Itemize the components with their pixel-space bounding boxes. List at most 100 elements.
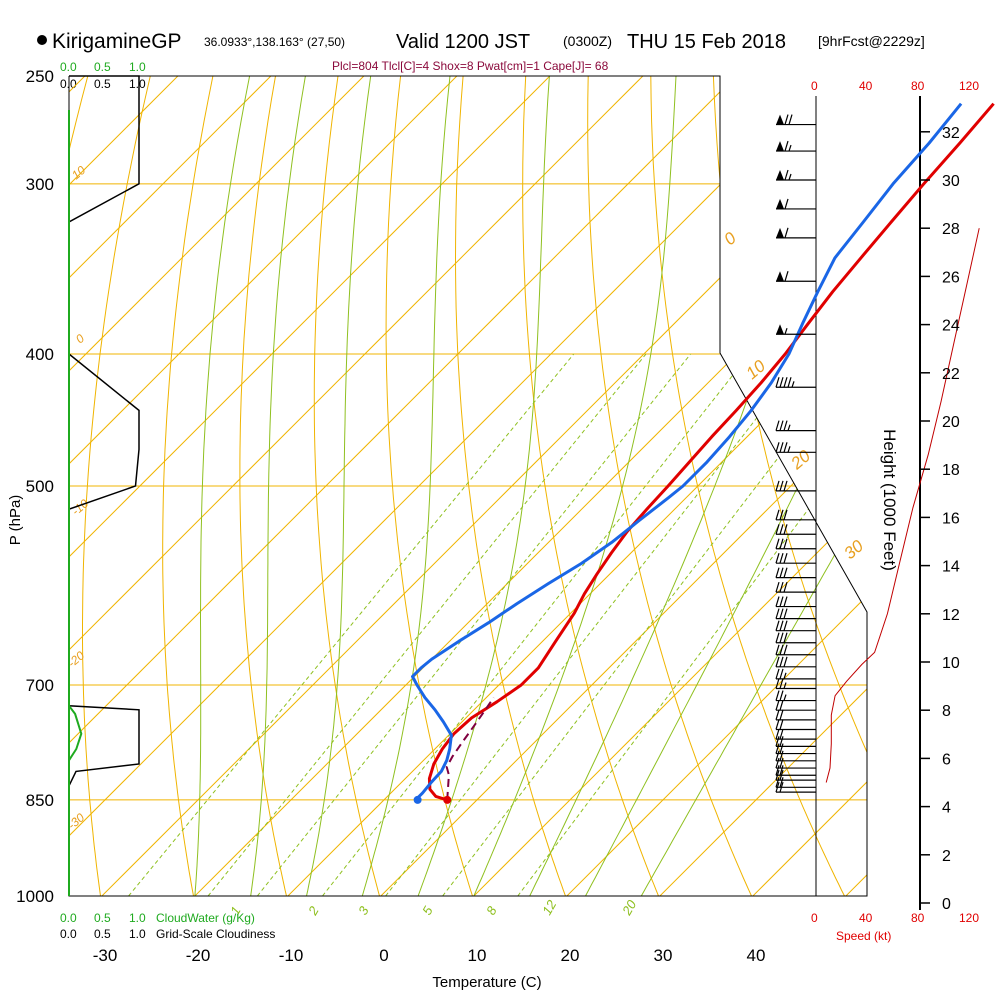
height-tick-label: 6 bbox=[942, 751, 951, 768]
wind-barb-pennant bbox=[776, 271, 784, 282]
pressure-tick-label: 1000 bbox=[16, 887, 54, 906]
dry-adiabat bbox=[162, 76, 244, 896]
wind-barb-flag bbox=[775, 420, 780, 431]
surface-temperature-dot bbox=[443, 795, 452, 804]
wind-barb-pennant bbox=[776, 114, 784, 125]
temperature-tick-label: -30 bbox=[93, 946, 118, 965]
wind-barb-flag bbox=[783, 420, 788, 431]
temperature-tick-label: 20 bbox=[561, 946, 580, 965]
isotherm-line bbox=[69, 76, 551, 896]
x-axis-title: Temperature (C) bbox=[432, 974, 541, 991]
cloudiness-top-ticks: 0.0 0.5 1.0 bbox=[60, 77, 146, 91]
mixing-ratio-label: 12 bbox=[539, 897, 560, 918]
wind-barb-flag bbox=[775, 678, 780, 689]
mixing-ratio-label: 20 bbox=[619, 897, 640, 919]
cl-top-tick: 0.5 bbox=[94, 77, 111, 91]
speed-top-tick: 120 bbox=[959, 79, 979, 93]
dry-adiabat-label: 0 bbox=[73, 331, 87, 346]
mixing-ratio-line bbox=[517, 353, 867, 896]
valid-date: THU 15 Feb 2018 bbox=[627, 31, 786, 53]
wind-barb-flag bbox=[779, 581, 784, 593]
mixing-ratio-label: 3 bbox=[355, 903, 372, 917]
valid-zulu: (0300Z) bbox=[563, 33, 612, 49]
height-tick-label: 14 bbox=[942, 559, 960, 576]
cloudiness-line bbox=[68, 75, 140, 787]
cw-bottom-tick: 1.0 bbox=[129, 911, 146, 925]
wind-barb-flag bbox=[779, 690, 784, 701]
pressure-tick-label: 850 bbox=[26, 791, 54, 810]
wind-barb-flag bbox=[779, 709, 784, 721]
dry-adiabat bbox=[313, 76, 389, 896]
temperature-tick-label: 40 bbox=[747, 946, 766, 965]
y-axis-title: P (hPa) bbox=[7, 495, 24, 546]
wind-barb-flag bbox=[783, 509, 788, 520]
wind-barb-flag bbox=[775, 596, 780, 607]
wind-barb-flag bbox=[783, 596, 788, 607]
speed-bottom-tick: 80 bbox=[911, 911, 925, 925]
isotherm-line bbox=[69, 76, 272, 896]
cw-bottom-tick: 0.0 bbox=[60, 911, 77, 925]
wind-barb-flag bbox=[783, 656, 788, 667]
wind-barb-flag bbox=[775, 781, 780, 793]
height-tick-label: 16 bbox=[942, 510, 960, 527]
cloudwater-label: CloudWater (g/Kg) bbox=[156, 911, 255, 925]
wind-barb-flag bbox=[775, 377, 780, 388]
wind-barb-half-flag bbox=[783, 672, 787, 680]
moist-adiabat bbox=[194, 76, 251, 896]
wind-barb-pennant bbox=[776, 324, 784, 335]
wind-barb-flag bbox=[783, 538, 788, 549]
wind-barb-flag bbox=[779, 480, 784, 492]
isotherm-line bbox=[69, 76, 458, 896]
wind-barb-flag bbox=[775, 719, 780, 730]
wind-barb-flag bbox=[779, 620, 784, 631]
wind-barb-flag bbox=[775, 656, 780, 667]
dry-adiabat bbox=[385, 76, 483, 896]
surface-dewpoint-dot bbox=[413, 795, 422, 804]
mixing-ratio-label: 2 bbox=[305, 903, 322, 918]
wind-barb-flag bbox=[775, 581, 780, 593]
wind-barb-flag bbox=[779, 608, 784, 619]
wind-speed-line bbox=[825, 228, 980, 783]
isotherm-line bbox=[845, 76, 867, 896]
moist-adiabat bbox=[585, 76, 867, 896]
moist-adiabat bbox=[473, 76, 677, 896]
station-coords: 36.0933°,138.163° (27,50) bbox=[204, 35, 345, 49]
height-tick-label: 26 bbox=[942, 269, 960, 286]
wind-barb-flag bbox=[775, 700, 780, 711]
wind-barb-flag bbox=[775, 668, 780, 680]
height-tick-label: 22 bbox=[942, 366, 960, 383]
wind-barb-flag bbox=[783, 524, 788, 535]
wind-barb-flag bbox=[775, 743, 780, 754]
wind-barb-half-flag bbox=[788, 173, 792, 181]
wind-barb-half-flag bbox=[784, 328, 788, 335]
wind-barb-flag bbox=[779, 769, 784, 781]
wind-barb-pennant bbox=[776, 141, 784, 152]
wind-barb-flag bbox=[784, 114, 789, 125]
wind-barb-flag bbox=[779, 719, 784, 730]
height-axis-title: Height (1000 Feet) bbox=[880, 429, 899, 571]
wind-barb-flag bbox=[775, 709, 780, 721]
isotherm-line bbox=[69, 76, 644, 896]
wind-barb-flag bbox=[779, 777, 784, 788]
wind-barb-flag bbox=[775, 632, 780, 643]
wind-barb-flag bbox=[783, 632, 788, 643]
speed-bottom-tick: 120 bbox=[959, 911, 979, 925]
wind-barb-half-flag bbox=[788, 144, 792, 152]
speed-bottom-tick: 40 bbox=[859, 911, 873, 925]
height-tick-label: 32 bbox=[942, 125, 960, 142]
dry-adiabat bbox=[829, 76, 867, 896]
wind-barb-flag bbox=[779, 765, 784, 776]
speed-top-tick: 80 bbox=[911, 79, 925, 93]
wind-barb-flag bbox=[779, 678, 784, 689]
dry-adiabat-label: 30 bbox=[840, 536, 867, 563]
wind-barb-flag bbox=[775, 750, 780, 761]
wind-barb-flag bbox=[775, 736, 780, 747]
wind-barb-flag bbox=[779, 567, 784, 578]
wind-barb-flag bbox=[775, 620, 780, 631]
dewpoint-line bbox=[411, 102, 963, 801]
cloudwater-line bbox=[68, 705, 83, 761]
valid-time: Valid 1200 JST bbox=[396, 31, 530, 53]
stability-indices: Plcl=804 Tlcl[C]=4 Shox=8 Pwat[cm]=1 Cap… bbox=[332, 59, 609, 73]
wind-barb-flag bbox=[788, 114, 793, 125]
